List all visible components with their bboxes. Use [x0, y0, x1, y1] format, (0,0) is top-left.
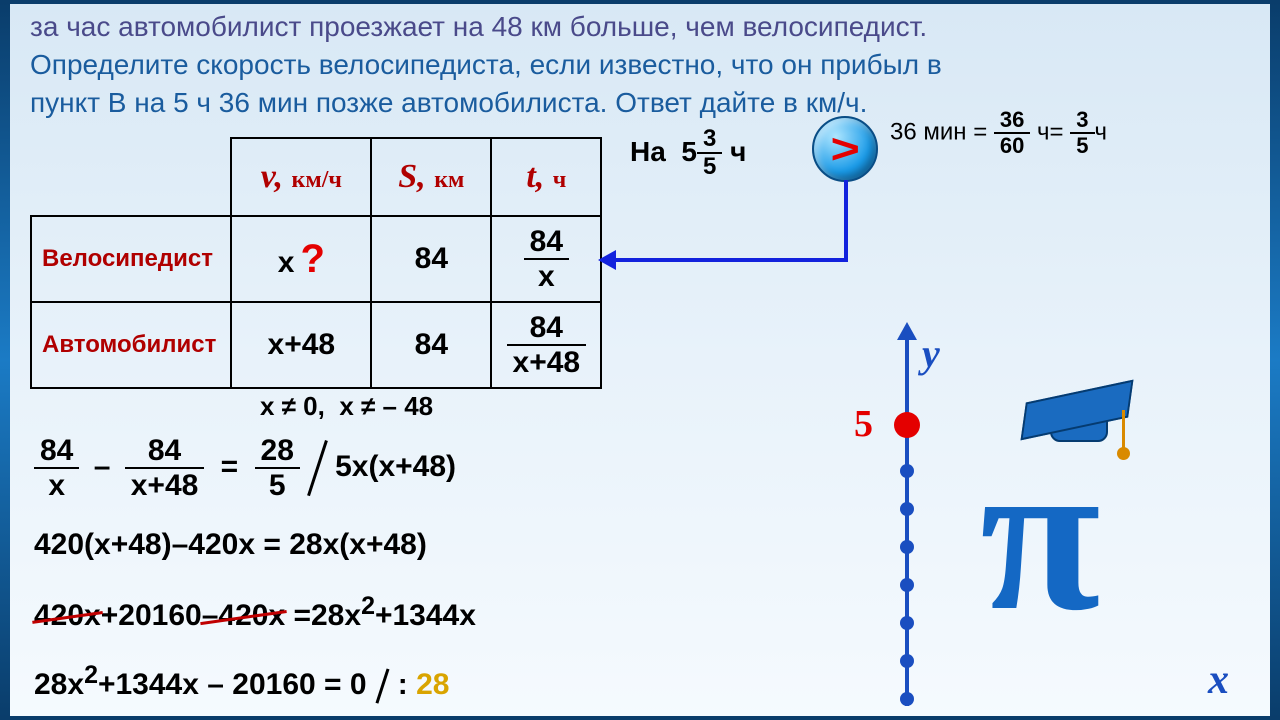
divisor-28: 28 — [416, 668, 449, 701]
arrow-connector-v — [844, 180, 848, 262]
problem-line-1: за час автомобилист проезжает на 48 км б… — [30, 8, 1250, 46]
row-cyclist-label: Велосипедист — [31, 216, 231, 302]
motorist-v: x+48 — [231, 302, 371, 388]
vst-table: v, км/ч S, км t, ч Велосипедист x? 84 84… — [30, 137, 602, 389]
problem-line-3: пункт В на 5 ч 36 мин позже автомобилист… — [30, 87, 607, 118]
greater-than-icon: > — [830, 125, 859, 173]
axis-tick-dot — [900, 654, 914, 668]
header-t: t, ч — [491, 138, 601, 216]
y-axis-label: y — [922, 330, 940, 377]
time-difference-note: На 535 ч — [630, 126, 746, 181]
slash-divider — [307, 440, 327, 496]
problem-line-2: Определите скорость велосипедиста, если … — [30, 46, 1250, 84]
equation-4: 28x2+1344x – 20160 = 0 : 28 — [34, 661, 1250, 704]
cyclist-t: 84x — [491, 216, 601, 302]
answer-hint: Ответ дайте в км/ч. — [615, 87, 867, 118]
struck-term: –420x — [202, 599, 285, 632]
header-s: S, км — [371, 138, 491, 216]
pi-logo: π — [980, 424, 1101, 644]
row-motorist-label: Автомобилист — [31, 302, 231, 388]
question-mark: ? — [300, 237, 324, 281]
arrow-connector-h — [614, 258, 848, 262]
table-row: Велосипедист x? 84 84x — [31, 216, 601, 302]
header-v: v, км/ч — [231, 138, 371, 216]
cyclist-s: 84 — [371, 216, 491, 302]
x-axis-label: x — [1208, 656, 1229, 704]
struck-term: 420x — [34, 599, 101, 632]
motorist-t: 84x+48 — [491, 302, 601, 388]
minute-conversion: 36 мин = 3660 ч= 35ч — [890, 108, 1107, 158]
axis-tick-dot — [900, 616, 914, 630]
axis-tick-dot — [900, 502, 914, 516]
cyclist-v: x? — [231, 216, 371, 302]
graduation-cap-icon — [1022, 392, 1132, 428]
axis-value-5: 5 — [854, 402, 873, 446]
motorist-s: 84 — [371, 302, 491, 388]
table-row: Автомобилист x+48 84 84x+48 — [31, 302, 601, 388]
axis-marker-5 — [894, 412, 920, 438]
axis-tick-dot — [900, 540, 914, 554]
table-corner — [31, 138, 231, 216]
slash-divider — [375, 669, 389, 704]
greater-than-button[interactable]: > — [812, 116, 878, 182]
y-axis — [905, 336, 909, 706]
axis-tick-dot — [900, 692, 914, 706]
axis-tick-dot — [900, 578, 914, 592]
axis-tick-dot — [900, 464, 914, 478]
